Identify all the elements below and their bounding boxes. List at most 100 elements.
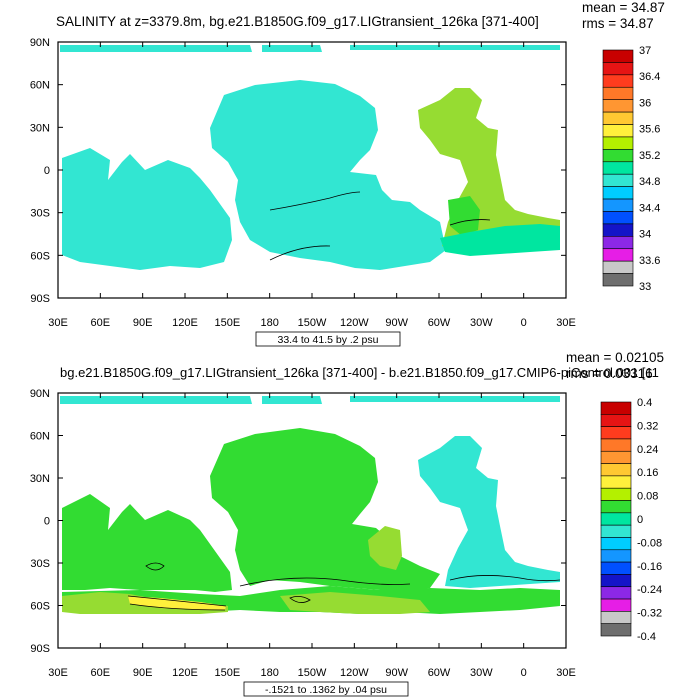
colorbar-swatch [602,49,634,63]
colorbar-swatch [600,524,632,538]
colorbar-swatch [602,186,634,200]
panel-1-contour-info: 33.4 to 41.5 by .2 psu [278,334,379,346]
colorbar-swatch [600,463,632,477]
x-tick-label: 60E [91,317,111,329]
colorbar-label: 37 [639,45,651,57]
x-tick-label: 30E [48,667,68,679]
colorbar-swatch [600,598,632,612]
y-tick-label: 30N [30,122,50,134]
panel-2-contour [289,596,311,603]
x-tick-label: 120W [340,667,369,679]
x-tick-label: 120E [172,317,198,329]
y-tick-label: 90N [30,388,50,400]
panel-2-title: bg.e21.B1850G.f09_g17.LIGtransient_126ka… [60,365,659,380]
y-tick-label: 60N [30,80,50,92]
colorbar-label: 0 [637,514,643,526]
colorbar-label: 35.6 [639,124,660,136]
panel-2-mean: mean = 0.02105 [566,350,664,365]
colorbar-swatch [602,223,634,237]
x-tick-label: 30W [470,667,493,679]
colorbar-label: -0.16 [637,561,662,573]
colorbar-label: 0.08 [637,491,658,503]
panel-1-axes: 30E 60E 90E 120E 150E 180 150W 120W 90W 60W 30W 0 30… [30,37,576,329]
panel-1-contour-info-box [255,331,401,347]
x-tick-label: 30W [470,317,493,329]
x-tick-label: 30E [556,667,576,679]
y-tick-label: 30S [30,208,50,220]
panel-1-basin-indian [62,148,232,270]
x-tick-label: 60W [428,667,451,679]
panel-2: bg.e21.B1850G.f09_g17.LIGtransient_126ka… [30,350,664,697]
panel-2-axes: 30E 60E 90E 120E 150E 180 150W 120W 90W 60W 30W 0 30… [30,388,576,679]
panel-2-contour [145,562,165,571]
colorbar-swatch [600,414,632,427]
colorbar-swatch [600,561,632,575]
colorbar-swatch [600,623,632,637]
colorbar-swatch [600,438,632,452]
colorbar-label: 35.2 [639,150,660,162]
colorbar-label: -0.32 [637,608,662,620]
colorbar-label: 36.4 [639,71,660,83]
colorbar-swatch [602,260,634,274]
y-tick-label: 30N [30,473,50,485]
colorbar-swatch [600,450,632,464]
colorbar-label: 36 [639,97,651,109]
colorbar-label: -0.24 [637,584,662,596]
y-tick-label: 90S [30,293,50,305]
panel-2-band-east [280,592,430,614]
x-tick-label: 30E [556,317,576,329]
colorbar-label: 0.4 [637,397,652,409]
colorbar-label: 0.16 [637,467,658,479]
y-tick-label: 0 [44,516,50,528]
x-tick-label: 150W [298,667,327,679]
colorbar-swatch [602,62,634,76]
x-tick-label: 150W [298,317,327,329]
panel-2-map [60,396,561,614]
x-tick-label: 120E [172,667,198,679]
y-tick-label: 90N [30,37,50,49]
panel-2-contour-info: -.1521 to .1362 by .04 psu [265,684,387,696]
y-tick-label: 0 [44,165,50,177]
colorbar-swatch [600,487,632,501]
x-tick-label: 60E [91,667,111,679]
panel-2-basin-indian [62,494,232,592]
x-tick-label: 90E [133,667,153,679]
x-tick-label: 90E [133,317,153,329]
colorbar-label: -0.08 [637,537,662,549]
x-tick-label: 120W [340,317,369,329]
colorbar-label: 34.8 [639,176,660,188]
panel-1-mean: mean = 34.87 [582,0,665,15]
x-tick-label: 150E [214,317,240,329]
panel-2-patch [368,526,402,570]
colorbar-swatch [602,74,634,88]
colorbar-swatch [602,248,634,262]
colorbar-swatch [602,198,634,212]
panel-1-arctic-strip [60,45,560,52]
colorbar-label: -0.4 [637,631,656,643]
colorbar-swatch [600,512,632,526]
y-tick-label: 60N [30,431,50,443]
panel-2-contour [129,603,226,611]
panel-1-colorbar: 37 36.4 36 35.6 35.2 34.8 34.4 34 33.6 33 [602,45,660,293]
panel-1-map [60,45,560,270]
colorbar-label: 0.24 [637,444,658,456]
panel-2-basin-atlantic [418,436,560,588]
x-tick-label: 90W [385,317,408,329]
y-tick-label: 60S [30,601,50,613]
x-tick-label: 60W [428,317,451,329]
panel-2-colorbar: 0.4 0.32 0.24 0.16 0.08 0 -0.08 -0.16 -0.24 -0.32… [600,397,662,643]
colorbar-swatch [602,211,634,225]
panel-2-arctic-strip [60,396,560,404]
panel-1-basin-pacific [210,80,446,270]
y-tick-label: 60S [30,250,50,262]
x-tick-label: 30E [48,317,68,329]
colorbar-swatch [600,611,632,624]
panel-1-contour [269,191,361,211]
colorbar-swatch [602,173,634,187]
colorbar-swatch [602,99,634,113]
x-tick-label: 150E [214,667,240,679]
panel-1-contour [449,219,491,226]
colorbar-swatch [600,549,632,563]
colorbar-swatch [602,161,634,175]
